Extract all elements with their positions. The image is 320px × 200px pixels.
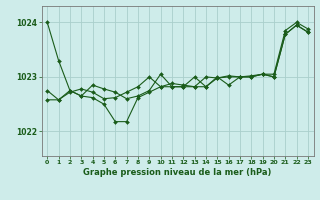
X-axis label: Graphe pression niveau de la mer (hPa): Graphe pression niveau de la mer (hPa) xyxy=(84,168,272,177)
